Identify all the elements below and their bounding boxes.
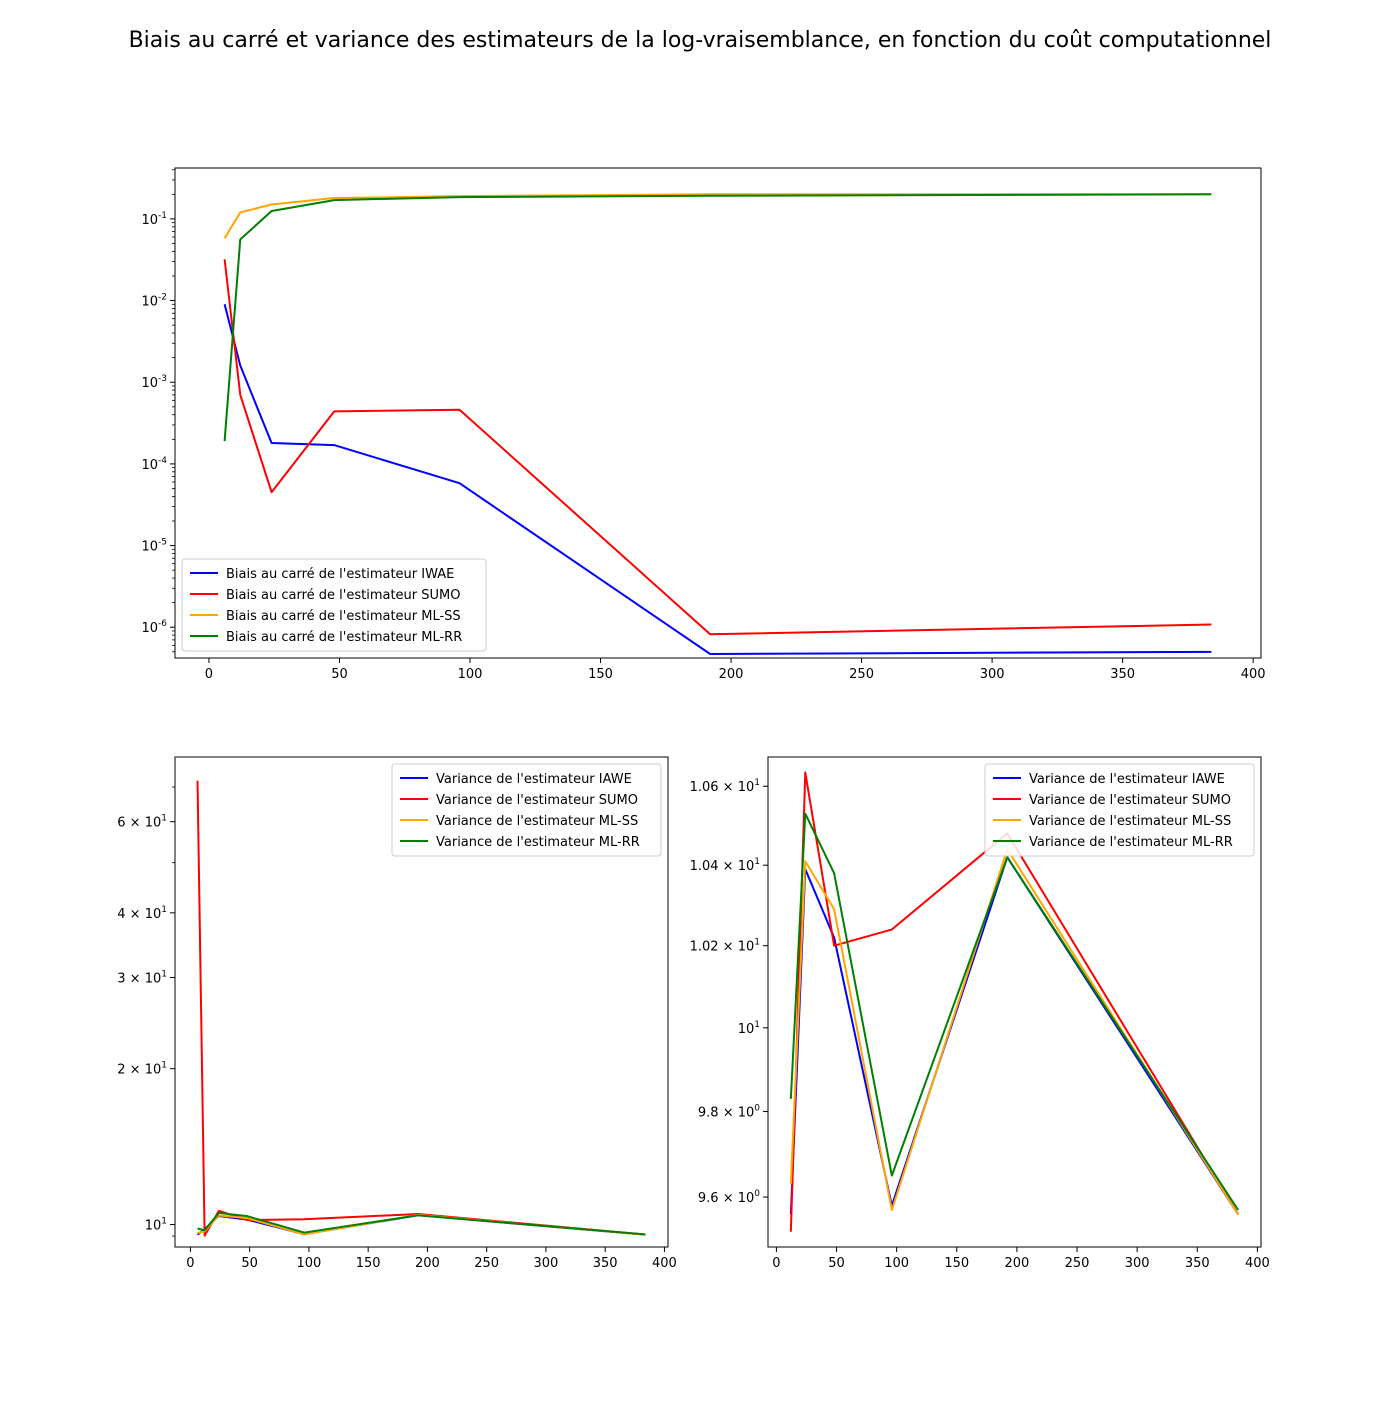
x-tick-label: 250	[1065, 1256, 1090, 1271]
x-tick-label: 300	[980, 667, 1005, 682]
y-tick-label: 1.04 × 101	[690, 857, 760, 874]
x-tick-label: 50	[828, 1256, 845, 1271]
legend-label: Variance de l'estimateur IAWE	[1029, 772, 1225, 787]
y-tick-label: 1.02 × 101	[690, 938, 760, 955]
series-line	[223, 259, 1212, 636]
legend-label: Variance de l'estimateur ML-SS	[1029, 814, 1231, 829]
x-tick-label: 100	[884, 1256, 909, 1271]
series-line	[223, 304, 1212, 656]
x-tick-label: 350	[1185, 1256, 1210, 1271]
legend-box	[984, 763, 1255, 857]
axes-frame	[174, 756, 669, 1248]
y-tick-label: 2 × 101	[117, 1061, 167, 1078]
legend: Variance de l'estimateur IAWE Variance de…	[391, 763, 662, 857]
y-tick-label: 10-1	[141, 211, 167, 228]
y-tick-label: 10-3	[141, 374, 167, 391]
x-tick-label: 300	[1125, 1256, 1150, 1271]
legend-label: Variance de l'estimateur ML-RR	[1029, 835, 1233, 850]
legend: Biais au carré de l'estimateur IWAE Biais…	[181, 558, 487, 652]
x-tick-label: 0	[186, 1256, 194, 1271]
x-tick-label: 250	[474, 1256, 499, 1271]
x-tick-label: 150	[588, 667, 613, 682]
x-tick-label: 150	[944, 1256, 969, 1271]
series-line	[789, 848, 1239, 1215]
legend-box	[391, 763, 662, 857]
x-tick-label: 400	[1245, 1256, 1270, 1271]
y-tick-label: 101	[738, 1020, 760, 1037]
x-tick-label: 250	[849, 667, 874, 682]
x-tick-label: 200	[719, 667, 744, 682]
y-tick-label: 10-2	[141, 293, 167, 310]
y-tick-label: 101	[145, 1217, 167, 1234]
x-tick-label: 200	[415, 1256, 440, 1271]
series-line	[223, 193, 1212, 239]
y-tick-label: 4 × 101	[117, 905, 167, 922]
x-tick-label: 300	[534, 1256, 559, 1271]
legend-label: Biais au carré de l'estimateur IWAE	[226, 567, 454, 582]
bias-chart: 0 50 100 150 200 250 300 350 400 10-6 10-5 10-4 10-3…	[141, 167, 1266, 682]
y-tick-label: 1.06 × 101	[690, 778, 760, 795]
x-tick-label: 100	[458, 667, 483, 682]
legend-label: Variance de l'estimateur SUMO	[436, 793, 638, 808]
x-tick-label: 100	[297, 1256, 322, 1271]
axes-frame	[767, 756, 1262, 1248]
series-line	[789, 812, 1239, 1211]
axes-frame	[174, 167, 1262, 659]
legend-label: Biais au carré de l'estimateur ML-RR	[226, 630, 462, 645]
y-tick-label: 10-4	[141, 456, 167, 473]
legend-label: Variance de l'estimateur ML-SS	[436, 814, 638, 829]
variance-chart-zoom: 0 50 100 150 200 250 300 350 400 9.6 × 100 9.8 × 1…	[690, 756, 1270, 1271]
legend-label: Variance de l'estimateur ML-RR	[436, 835, 640, 850]
x-tick-label: 0	[772, 1256, 780, 1271]
x-tick-label: 400	[652, 1256, 677, 1271]
y-tick-label: 6 × 101	[117, 814, 167, 831]
series-line	[223, 193, 1212, 442]
y-tick-label: 3 × 101	[117, 970, 167, 987]
legend-label: Biais au carré de l'estimateur ML-SS	[226, 609, 461, 624]
y-tick-label: 10-6	[141, 619, 167, 636]
y-tick-label: 9.8 × 100	[698, 1104, 760, 1121]
x-tick-label: 200	[1004, 1256, 1029, 1271]
y-tick-label: 9.6 × 100	[698, 1189, 760, 1206]
legend-label: Variance de l'estimateur IAWE	[436, 772, 632, 787]
figure-title: Biais au carré et variance des estimateu…	[129, 28, 1272, 53]
x-tick-label: 0	[205, 667, 213, 682]
y-tick-label: 10-5	[141, 538, 167, 555]
x-tick-label: 150	[356, 1256, 381, 1271]
x-tick-label: 50	[241, 1256, 258, 1271]
legend: Variance de l'estimateur IAWE Variance de…	[984, 763, 1255, 857]
legend-label: Biais au carré de l'estimateur SUMO	[226, 588, 460, 603]
series-line	[197, 1211, 646, 1236]
legend-label: Variance de l'estimateur SUMO	[1029, 793, 1231, 808]
x-tick-label: 50	[331, 667, 348, 682]
x-tick-label: 350	[593, 1256, 618, 1271]
x-tick-label: 400	[1241, 667, 1266, 682]
variance-chart-full: 0 50 100 150 200 250 300 350 400 101 2 × 101 3 × 10…	[117, 756, 677, 1271]
legend-box	[181, 558, 487, 652]
x-tick-label: 350	[1110, 667, 1135, 682]
